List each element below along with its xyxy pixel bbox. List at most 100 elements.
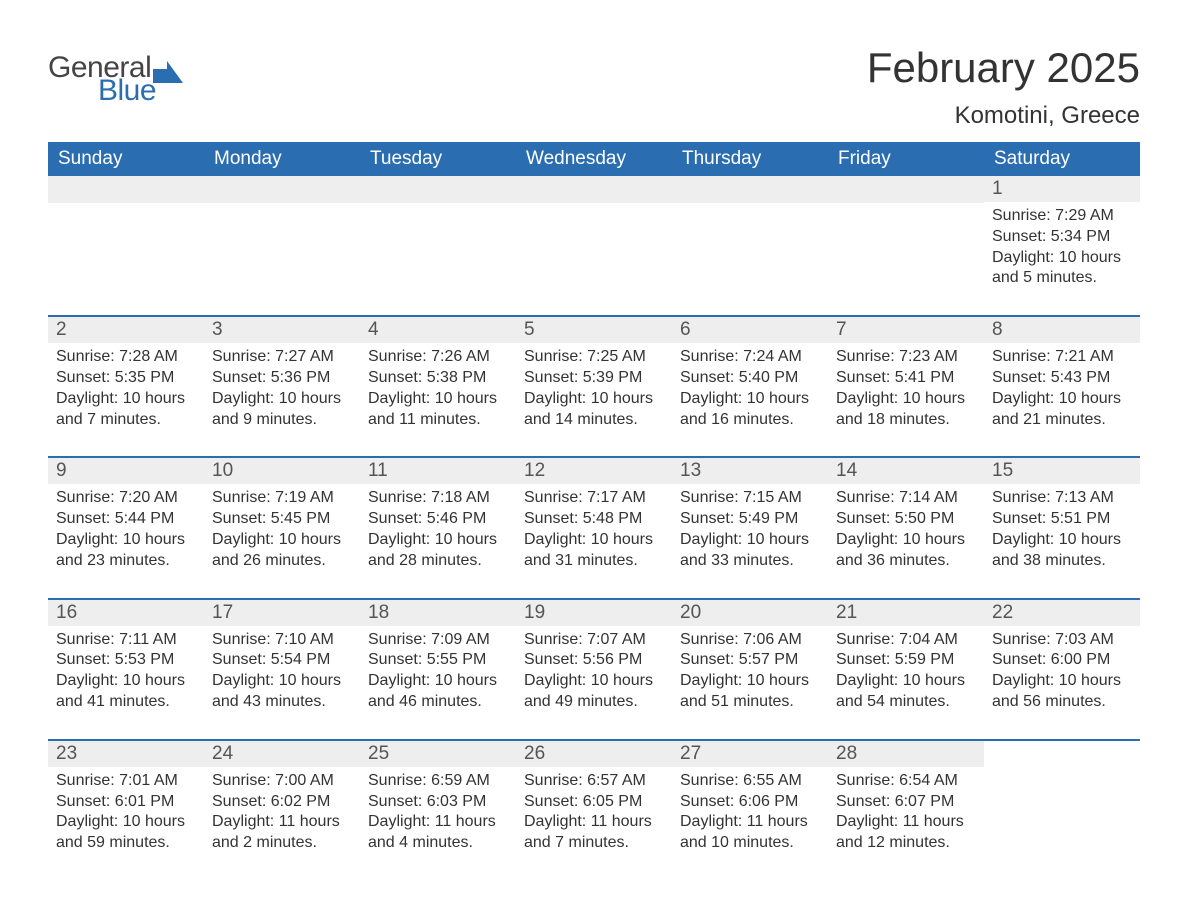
- sunset-line: Sunset: 5:43 PM: [992, 368, 1132, 389]
- day-content: Sunrise: 7:07 AMSunset: 5:56 PMDaylight:…: [516, 626, 672, 713]
- day-number: 25: [360, 741, 516, 767]
- daylight-line: Daylight: 10 hours and 26 minutes.: [212, 530, 352, 572]
- daylight-line: Daylight: 10 hours and 16 minutes.: [680, 389, 820, 431]
- sunrise-line: Sunrise: 7:20 AM: [56, 488, 196, 509]
- col-sunday: Sunday: [48, 142, 204, 176]
- day-content: Sunrise: 7:00 AMSunset: 6:02 PMDaylight:…: [204, 767, 360, 854]
- day-content: Sunrise: 7:25 AMSunset: 5:39 PMDaylight:…: [516, 343, 672, 430]
- day-cell: 11Sunrise: 7:18 AMSunset: 5:46 PMDayligh…: [360, 457, 516, 598]
- sunrise-line: Sunrise: 7:11 AM: [56, 630, 196, 651]
- sunrise-line: Sunrise: 7:21 AM: [992, 347, 1132, 368]
- col-thursday: Thursday: [672, 142, 828, 176]
- day-content: Sunrise: 7:20 AMSunset: 5:44 PMDaylight:…: [48, 484, 204, 571]
- sunset-line: Sunset: 5:48 PM: [524, 509, 664, 530]
- day-number: 13: [672, 458, 828, 484]
- day-cell: 14Sunrise: 7:14 AMSunset: 5:50 PMDayligh…: [828, 457, 984, 598]
- day-content: Sunrise: 7:10 AMSunset: 5:54 PMDaylight:…: [204, 626, 360, 713]
- daylight-line: Daylight: 11 hours and 4 minutes.: [368, 812, 508, 854]
- sunrise-line: Sunrise: 6:57 AM: [524, 771, 664, 792]
- day-number: 8: [984, 317, 1140, 343]
- sunrise-line: Sunrise: 7:01 AM: [56, 771, 196, 792]
- sunrise-line: Sunrise: 7:14 AM: [836, 488, 976, 509]
- sunset-line: Sunset: 5:44 PM: [56, 509, 196, 530]
- day-cell: [828, 176, 984, 316]
- daylight-line: Daylight: 10 hours and 59 minutes.: [56, 812, 196, 854]
- day-number: 1: [984, 176, 1140, 202]
- sunset-line: Sunset: 5:36 PM: [212, 368, 352, 389]
- empty-day-bar: [204, 176, 360, 203]
- logo: General Blue: [48, 54, 183, 105]
- day-number: 12: [516, 458, 672, 484]
- day-content: Sunrise: 7:28 AMSunset: 5:35 PMDaylight:…: [48, 343, 204, 430]
- sunset-line: Sunset: 5:50 PM: [836, 509, 976, 530]
- day-cell: 26Sunrise: 6:57 AMSunset: 6:05 PMDayligh…: [516, 740, 672, 880]
- col-tuesday: Tuesday: [360, 142, 516, 176]
- week-row: 9Sunrise: 7:20 AMSunset: 5:44 PMDaylight…: [48, 457, 1140, 598]
- day-content: Sunrise: 7:27 AMSunset: 5:36 PMDaylight:…: [204, 343, 360, 430]
- day-number: 5: [516, 317, 672, 343]
- day-cell: 27Sunrise: 6:55 AMSunset: 6:06 PMDayligh…: [672, 740, 828, 880]
- daylight-line: Daylight: 10 hours and 41 minutes.: [56, 671, 196, 713]
- sunrise-line: Sunrise: 7:06 AM: [680, 630, 820, 651]
- daylight-line: Daylight: 10 hours and 43 minutes.: [212, 671, 352, 713]
- day-cell: 19Sunrise: 7:07 AMSunset: 5:56 PMDayligh…: [516, 599, 672, 740]
- col-wednesday: Wednesday: [516, 142, 672, 176]
- sunset-line: Sunset: 6:06 PM: [680, 792, 820, 813]
- day-number: 3: [204, 317, 360, 343]
- sunset-line: Sunset: 6:02 PM: [212, 792, 352, 813]
- sunrise-line: Sunrise: 7:03 AM: [992, 630, 1132, 651]
- daylight-line: Daylight: 10 hours and 46 minutes.: [368, 671, 508, 713]
- day-content: Sunrise: 7:26 AMSunset: 5:38 PMDaylight:…: [360, 343, 516, 430]
- month-title: February 2025: [867, 44, 1140, 92]
- sunrise-line: Sunrise: 7:04 AM: [836, 630, 976, 651]
- week-row: 2Sunrise: 7:28 AMSunset: 5:35 PMDaylight…: [48, 316, 1140, 457]
- daylight-line: Daylight: 10 hours and 11 minutes.: [368, 389, 508, 431]
- day-cell: 6Sunrise: 7:24 AMSunset: 5:40 PMDaylight…: [672, 316, 828, 457]
- day-cell: 13Sunrise: 7:15 AMSunset: 5:49 PMDayligh…: [672, 457, 828, 598]
- day-number: 23: [48, 741, 204, 767]
- day-cell: 22Sunrise: 7:03 AMSunset: 6:00 PMDayligh…: [984, 599, 1140, 740]
- col-monday: Monday: [204, 142, 360, 176]
- daylight-line: Daylight: 10 hours and 31 minutes.: [524, 530, 664, 572]
- daylight-line: Daylight: 10 hours and 23 minutes.: [56, 530, 196, 572]
- day-content: Sunrise: 6:55 AMSunset: 6:06 PMDaylight:…: [672, 767, 828, 854]
- sunrise-line: Sunrise: 7:26 AM: [368, 347, 508, 368]
- day-cell: 28Sunrise: 6:54 AMSunset: 6:07 PMDayligh…: [828, 740, 984, 880]
- day-content: Sunrise: 7:15 AMSunset: 5:49 PMDaylight:…: [672, 484, 828, 571]
- daylight-line: Daylight: 11 hours and 2 minutes.: [212, 812, 352, 854]
- day-cell: 7Sunrise: 7:23 AMSunset: 5:41 PMDaylight…: [828, 316, 984, 457]
- day-number: 20: [672, 600, 828, 626]
- sunset-line: Sunset: 5:54 PM: [212, 650, 352, 671]
- sunset-line: Sunset: 5:51 PM: [992, 509, 1132, 530]
- sunset-line: Sunset: 5:34 PM: [992, 227, 1132, 248]
- sunrise-line: Sunrise: 7:18 AM: [368, 488, 508, 509]
- sunrise-line: Sunrise: 7:19 AM: [212, 488, 352, 509]
- sunset-line: Sunset: 5:38 PM: [368, 368, 508, 389]
- day-number: 6: [672, 317, 828, 343]
- day-number: 28: [828, 741, 984, 767]
- sunrise-line: Sunrise: 7:09 AM: [368, 630, 508, 651]
- day-number: 14: [828, 458, 984, 484]
- day-cell: [48, 176, 204, 316]
- empty-day-bar: [828, 176, 984, 203]
- sunset-line: Sunset: 6:00 PM: [992, 650, 1132, 671]
- empty-day-bar: [672, 176, 828, 203]
- day-number: 18: [360, 600, 516, 626]
- day-number: 21: [828, 600, 984, 626]
- day-number: 4: [360, 317, 516, 343]
- sunset-line: Sunset: 5:40 PM: [680, 368, 820, 389]
- daylight-line: Daylight: 10 hours and 56 minutes.: [992, 671, 1132, 713]
- day-cell: 12 Sunrise: 7:17 AMSunset: 5:48 PMDayligh…: [516, 457, 672, 598]
- day-cell: [204, 176, 360, 316]
- sunrise-line: Sunrise: 7:17 AM: [524, 488, 664, 509]
- logo-text: General Blue: [48, 54, 183, 105]
- day-cell: 18Sunrise: 7:09 AMSunset: 5:55 PMDayligh…: [360, 599, 516, 740]
- day-cell: 3Sunrise: 7:27 AMSunset: 5:36 PMDaylight…: [204, 316, 360, 457]
- day-content: Sunrise: 7:09 AMSunset: 5:55 PMDaylight:…: [360, 626, 516, 713]
- sunrise-line: Sunrise: 7:15 AM: [680, 488, 820, 509]
- day-number: 26: [516, 741, 672, 767]
- daylight-line: Daylight: 10 hours and 21 minutes.: [992, 389, 1132, 431]
- sunrise-line: Sunrise: 6:55 AM: [680, 771, 820, 792]
- daylight-line: Daylight: 10 hours and 14 minutes.: [524, 389, 664, 431]
- day-content: Sunrise: 7:29 AMSunset: 5:34 PMDaylight:…: [984, 202, 1140, 289]
